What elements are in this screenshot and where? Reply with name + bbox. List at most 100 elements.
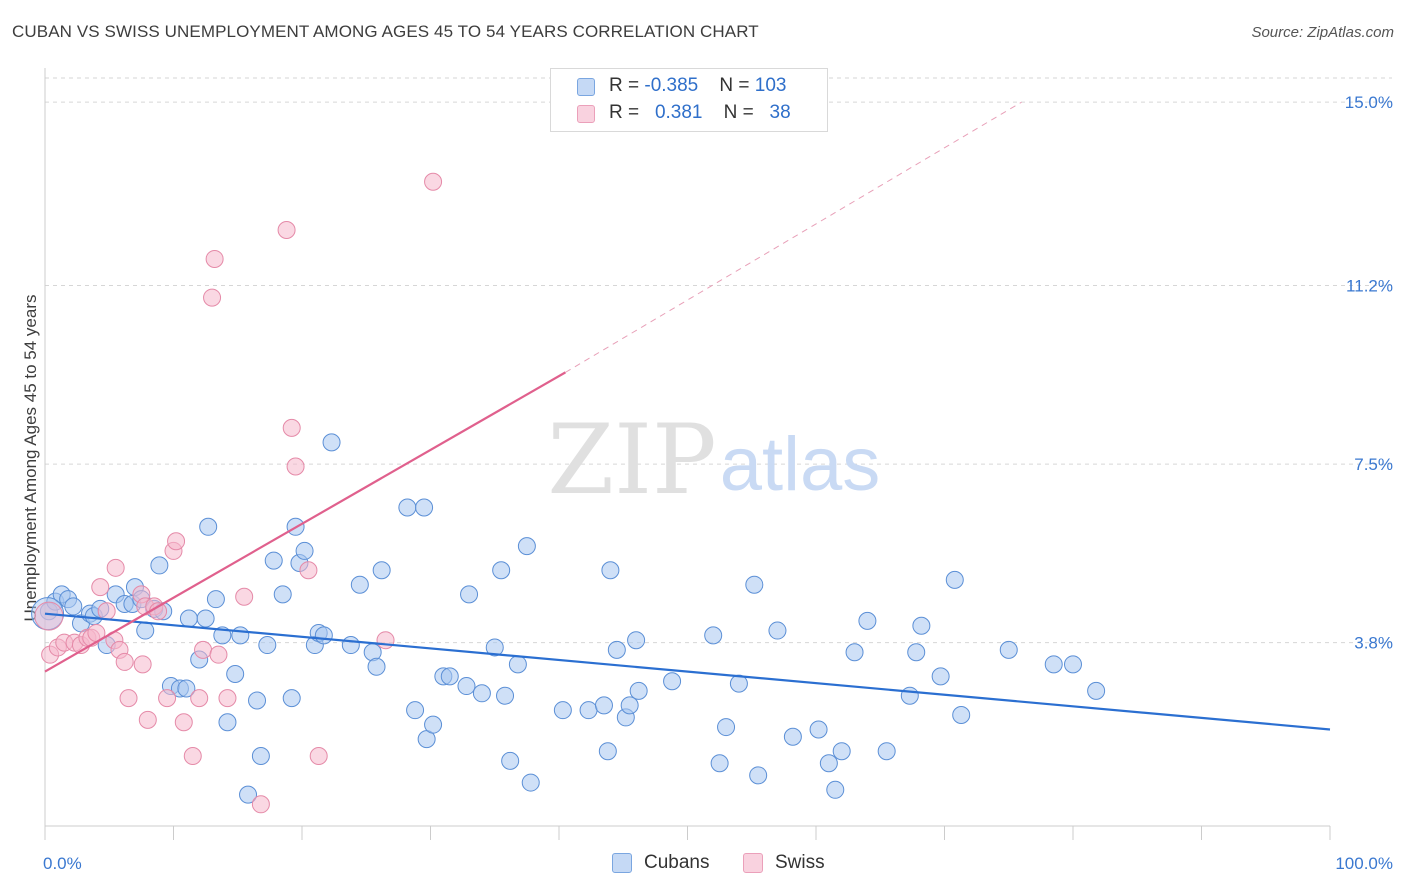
swiss-point: [183, 747, 202, 766]
cubans-point: [629, 681, 648, 700]
cubans-points: [31, 433, 1106, 804]
legend-n-label: N =: [719, 75, 755, 96]
cubans-point: [457, 677, 476, 696]
cubans-point: [218, 713, 237, 732]
legend-swatch-cubans: [577, 78, 595, 96]
cubans-point: [314, 626, 333, 645]
legend-r-value: -0.385: [644, 75, 699, 96]
cubans-point: [472, 684, 491, 703]
cubans-point: [749, 766, 768, 785]
grid-lines: [45, 77, 1392, 644]
cubans-point: [231, 626, 250, 645]
cubans-point: [620, 696, 639, 715]
legend-r-value: 0.381: [654, 102, 703, 123]
swiss-point: [138, 710, 157, 729]
x-tick-label-min: 0.0%: [43, 854, 82, 873]
correlation-legend: R = -0.385 N = 103 R = 0.381 N = 38: [550, 68, 828, 132]
cubans-point: [945, 570, 964, 589]
cubans-point: [768, 621, 787, 640]
cubans-point: [485, 638, 504, 657]
swiss-trend-line: [44, 371, 566, 673]
legend-r-label: R =: [609, 102, 645, 123]
cubans-point: [663, 672, 682, 691]
cubans-trend-line: [44, 612, 1331, 731]
cubans-point: [710, 754, 729, 773]
cubans-point: [440, 667, 459, 686]
swiss-point: [203, 288, 222, 307]
cubans-point: [264, 551, 283, 570]
cubans-point: [826, 780, 845, 799]
cubans-point: [415, 498, 434, 517]
cubans-point: [579, 701, 598, 720]
cubans-point: [460, 585, 479, 604]
cubans-point: [999, 640, 1018, 659]
swiss-point: [106, 558, 125, 577]
legend-n-label: N =: [723, 102, 759, 123]
cubans-point: [295, 541, 314, 560]
swiss-point: [97, 602, 116, 621]
cubans-point: [273, 585, 292, 604]
cubans-point: [251, 747, 270, 766]
y-tick-label: 3.8%: [1354, 634, 1393, 653]
cubans-point: [952, 706, 971, 725]
cubans-point: [282, 689, 301, 708]
cubans-point: [492, 561, 511, 580]
cubans-point: [594, 696, 613, 715]
swiss-trend-extension: [565, 101, 1022, 373]
swiss-point-cluster: [34, 601, 64, 631]
cubans-point: [322, 433, 341, 452]
swiss-point: [133, 655, 152, 674]
cubans-point: [907, 643, 926, 662]
cubans-point: [1064, 655, 1082, 674]
cubans-point: [819, 754, 838, 773]
cubans-point: [900, 686, 919, 705]
cubans-point: [553, 701, 572, 720]
bottom-legend-swatch-cubans: [612, 853, 632, 873]
swiss-point: [91, 578, 110, 597]
swiss-point: [115, 652, 134, 671]
swiss-point: [167, 532, 186, 551]
cubans-point: [517, 537, 536, 556]
cubans-point: [406, 701, 425, 720]
legend-n-value: 38: [769, 102, 791, 123]
cubans-point: [598, 742, 617, 761]
watermark-zip: ZIP: [547, 404, 716, 516]
cubans-point: [398, 498, 417, 517]
cubans-point: [206, 590, 225, 609]
swiss-point: [235, 587, 254, 606]
cubans-point: [521, 773, 540, 792]
swiss-point: [218, 689, 237, 708]
swiss-point: [158, 689, 177, 708]
swiss-point: [190, 689, 209, 708]
bottom-legend-swatch-swiss: [743, 853, 763, 873]
chart-title: CUBAN VS SWISS UNEMPLOYMENT AMONG AGES 4…: [12, 22, 759, 41]
trend-lines: [44, 101, 1331, 731]
cubans-point: [501, 751, 520, 770]
cubans-point: [341, 636, 360, 655]
swiss-point: [286, 457, 305, 476]
cubans-point: [350, 575, 369, 594]
tick-labels: 3.8% 7.5% 11.2% 15.0% 0.0% 100.0%: [43, 93, 1393, 873]
cubans-point: [239, 785, 258, 804]
cubans-point: [877, 742, 896, 761]
cubans-point: [367, 657, 386, 676]
y-tick-label: 15.0%: [1345, 93, 1393, 112]
swiss-point: [119, 689, 138, 708]
swiss-point: [174, 713, 193, 732]
cubans-point: [745, 575, 764, 594]
cubans-point: [858, 611, 877, 630]
cubans-point: [783, 727, 802, 746]
swiss-point: [205, 249, 224, 268]
swiss-point: [194, 640, 213, 659]
cubans-point: [496, 686, 515, 705]
cubans-point: [607, 640, 626, 659]
cubans-point: [931, 667, 950, 686]
cubans-point: [372, 561, 391, 580]
swiss-point: [282, 418, 301, 437]
swiss-point: [251, 795, 270, 814]
cubans-point: [912, 616, 931, 635]
swiss-point: [299, 561, 318, 580]
cubans-point: [226, 664, 245, 683]
cubans-point: [508, 655, 527, 674]
